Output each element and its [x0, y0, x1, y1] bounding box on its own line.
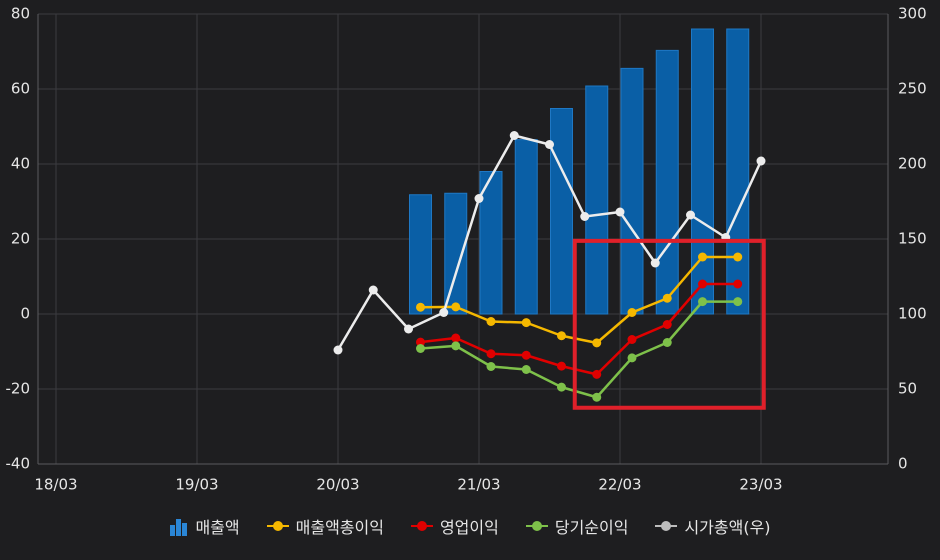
left-tick-label: 60 [11, 80, 30, 98]
data-point [509, 131, 519, 140]
data-point [521, 350, 531, 360]
data-point [592, 392, 602, 402]
data-point [486, 317, 496, 326]
line-series-group [333, 131, 766, 402]
data-point [545, 140, 554, 149]
data-point [486, 349, 496, 359]
data-point [662, 338, 672, 347]
data-point [333, 345, 343, 355]
data-point [439, 308, 449, 317]
legend-label: 영업이익 [439, 518, 499, 537]
x-axis-ticks: 18/03 19/03 20/03 21/03 22/03 23/03 [34, 476, 782, 494]
right-tick-label: 200 [898, 155, 927, 173]
right-tick-label: 0 [898, 455, 908, 473]
data-point [580, 212, 590, 221]
data-point [662, 293, 672, 303]
data-point [368, 285, 378, 295]
highlight-rect [572, 238, 766, 410]
series-line [420, 255, 738, 345]
left-tick-label: 80 [11, 5, 30, 23]
data-point [451, 341, 461, 351]
data-point [486, 362, 496, 371]
data-point [557, 361, 566, 371]
data-point [627, 353, 637, 363]
bar [514, 139, 538, 315]
data-point [733, 279, 743, 289]
bar [691, 28, 714, 315]
data-point [557, 331, 566, 341]
data-point [733, 252, 743, 262]
right-tick-label: 300 [898, 5, 927, 23]
data-point [698, 297, 707, 307]
data-point [521, 365, 531, 374]
bar [655, 49, 679, 315]
x-tick-label: 23/03 [739, 476, 782, 494]
left-tick-label: 40 [11, 155, 30, 173]
x-tick-label: 22/03 [598, 476, 641, 494]
left-axis-ticks: 80 60 40 20 0 -20 -40 [6, 5, 31, 473]
left-tick-label: 20 [11, 230, 30, 248]
legend-item[interactable]: 당기순이익 [525, 514, 629, 538]
legend: 매출액 매출액총이익 영업이익 당기순이익 시가총액(우) [0, 512, 940, 540]
data-point [404, 324, 413, 334]
series-line [420, 300, 738, 399]
x-tick-label: 21/03 [457, 476, 500, 494]
x-tick-label: 20/03 [316, 476, 359, 494]
data-point [733, 297, 743, 307]
line-marker-icon [266, 521, 289, 531]
bar [726, 28, 750, 315]
right-tick-label: 50 [898, 380, 917, 398]
data-point [615, 207, 625, 217]
bar [620, 67, 644, 315]
data-point [557, 382, 566, 392]
data-point [416, 344, 425, 353]
data-point [416, 302, 425, 312]
data-point [662, 320, 672, 329]
left-tick-label: -40 [6, 455, 31, 473]
line-marker-icon [525, 521, 548, 531]
data-point [686, 210, 695, 220]
bar [550, 108, 573, 315]
legend-item[interactable]: 시가총액(우) [654, 514, 771, 538]
data-point [650, 258, 660, 268]
line-marker-icon [410, 521, 433, 531]
right-axis-ticks: 300 250 200 150 100 50 0 [898, 5, 927, 473]
data-point [416, 337, 425, 347]
x-tick-label: 19/03 [175, 476, 218, 494]
bar [479, 171, 503, 315]
left-tick-label: 0 [20, 305, 30, 323]
data-point [474, 194, 484, 203]
bar-chart-icon [170, 519, 188, 536]
right-tick-label: 100 [898, 305, 927, 323]
data-point [592, 338, 602, 348]
legend-item[interactable]: 영업이익 [410, 514, 499, 538]
legend-label: 매출액총이익 [295, 518, 384, 537]
highlight-box [572, 238, 766, 410]
legend-label: 시가총액(우) [684, 518, 771, 537]
legend-item[interactable]: 매출액 [169, 514, 240, 538]
data-point [521, 318, 531, 328]
data-point [451, 302, 461, 312]
data-point [451, 333, 461, 343]
bar [444, 192, 468, 315]
data-point [698, 279, 707, 289]
right-tick-label: 150 [898, 230, 927, 248]
data-point [756, 156, 766, 166]
legend-item[interactable]: 매출액총이익 [266, 514, 384, 538]
data-point [627, 335, 637, 344]
right-tick-label: 250 [898, 80, 927, 98]
series-line [420, 282, 738, 376]
data-point [698, 252, 707, 262]
bar [585, 85, 609, 315]
bar [409, 194, 432, 315]
left-tick-label: -20 [6, 380, 31, 398]
x-tick-label: 18/03 [34, 476, 77, 494]
data-point [627, 308, 637, 317]
line-marker-icon [655, 521, 678, 531]
data-point [592, 369, 602, 379]
legend-label: 매출액 [195, 518, 240, 537]
bar-series-revenue [409, 28, 750, 315]
legend-label: 당기순이익 [554, 518, 629, 537]
